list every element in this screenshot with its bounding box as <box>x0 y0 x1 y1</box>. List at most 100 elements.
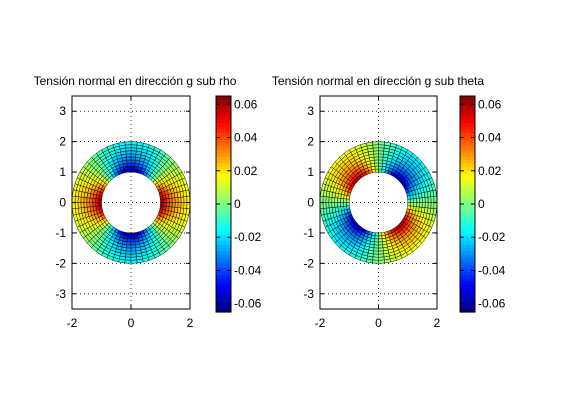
surface-cell <box>83 202 88 208</box>
surface-cell <box>130 241 136 246</box>
surface-cell <box>83 197 88 203</box>
surface-cell <box>374 232 379 237</box>
colorbar-swatch <box>216 133 231 138</box>
colorbar-swatch <box>460 241 475 246</box>
surface-cell <box>160 198 164 203</box>
colorbar-swatch <box>216 102 231 107</box>
surface-cell <box>378 159 384 164</box>
colorbar-swatch <box>216 200 231 205</box>
surface-cell <box>80 202 85 209</box>
colorbar-swatch <box>216 204 231 208</box>
y-tick-label: 3 <box>307 104 314 118</box>
surface-cell <box>127 165 132 170</box>
surface-cell <box>92 198 97 203</box>
surface-cell <box>373 241 379 246</box>
colorbar-tick-label: -0.06 <box>234 297 262 311</box>
surface-cell <box>374 162 379 167</box>
surface-cell <box>177 196 182 203</box>
surface-cell <box>130 247 137 252</box>
colorbar-swatch <box>216 136 231 141</box>
surface-cell <box>89 202 94 208</box>
colorbar-swatch <box>460 180 475 185</box>
colorbar-swatch <box>460 247 475 252</box>
surface-cell <box>378 256 385 261</box>
surface-cell <box>126 244 132 249</box>
colorbar-swatch <box>216 278 231 283</box>
y-tick-label: 2 <box>307 135 314 149</box>
surface-cell <box>343 198 347 203</box>
surface-cell <box>163 198 167 203</box>
surface-cell <box>346 202 350 207</box>
x-tick-label: -2 <box>67 316 78 330</box>
surface-cell <box>163 202 167 207</box>
colorbar-swatch <box>216 227 231 232</box>
surface-cell <box>378 156 384 161</box>
colorbar-swatch <box>460 224 475 229</box>
colorbar-swatch <box>460 126 475 131</box>
surface-cell <box>130 156 136 161</box>
subplot-rho: Tensión normal en dirección g sub rho -2… <box>34 74 262 330</box>
surface-cell <box>378 144 385 149</box>
surface-cell <box>372 141 379 146</box>
colorbar-swatch <box>216 96 231 100</box>
colorbar-swatch <box>216 190 231 195</box>
surface-cell <box>86 202 91 208</box>
colorbar-swatch <box>216 193 231 198</box>
colorbar-swatch <box>460 153 475 158</box>
colorbar-swatch <box>216 295 231 300</box>
colorbar-swatch <box>216 251 231 256</box>
y-tick-label: 2 <box>59 135 66 149</box>
colorbar-swatch <box>216 264 231 269</box>
colorbar-tick-label: -0.06 <box>478 297 506 311</box>
surface-cell <box>334 202 339 208</box>
colorbar-swatch <box>216 166 231 171</box>
colorbar-tick-label: 0.06 <box>234 97 258 111</box>
colorbar-swatch <box>216 220 231 225</box>
surface-cell <box>430 202 435 209</box>
surface-cell <box>410 202 414 207</box>
surface-theta <box>319 141 438 264</box>
surface-cell <box>165 198 170 203</box>
colorbar-swatch <box>216 244 231 249</box>
surface-cell <box>325 202 330 209</box>
colorbar-swatch <box>216 109 231 114</box>
surface-cell <box>125 250 132 255</box>
colorbar-rho[interactable]: 0.06 0.04 0.02 0 -0.02 -0.04 -0.06 <box>215 95 262 313</box>
colorbar-swatch <box>460 143 475 148</box>
colorbar-swatch <box>460 220 475 225</box>
surface-cell <box>373 159 379 164</box>
surface-cell <box>130 153 137 158</box>
colorbar-swatch <box>216 119 231 124</box>
colorbar-swatch <box>460 271 475 276</box>
surface-cell <box>378 259 385 264</box>
surface-cell <box>372 253 379 258</box>
colorbar-swatch <box>460 119 475 124</box>
surface-cell <box>126 162 132 167</box>
surface-cell <box>430 196 435 203</box>
surface-cell <box>124 259 132 264</box>
surface-cell <box>407 198 411 203</box>
colorbar-swatch <box>216 237 231 242</box>
surface-cell <box>378 147 385 152</box>
colorbar-theta[interactable]: 0.06 0.04 0.02 0 -0.02 -0.04 -0.06 <box>459 95 506 313</box>
colorbar-swatch <box>216 301 231 306</box>
colorbar-swatch <box>216 271 231 276</box>
surface-cell <box>410 198 414 203</box>
ticks-rho: -2 0 2 -3 -2 -1 0 1 2 3 <box>55 96 194 330</box>
colorbar-swatch <box>216 281 231 286</box>
surface-cell <box>416 202 420 208</box>
colorbar-swatch <box>460 160 475 165</box>
surface-cell <box>127 168 132 173</box>
surface-cell <box>130 238 136 243</box>
colorbar-swatch <box>216 160 231 165</box>
surface-cell <box>378 162 383 167</box>
surface-cell <box>130 168 135 173</box>
surface-cell <box>372 147 379 152</box>
surface-cell <box>127 232 132 237</box>
colorbar-swatch <box>460 231 475 235</box>
colorbar-swatch <box>460 173 475 178</box>
surface-cell <box>328 202 333 209</box>
colorbar-swatch <box>460 254 475 259</box>
surface-cell <box>180 196 185 203</box>
surface-cell <box>130 250 137 255</box>
